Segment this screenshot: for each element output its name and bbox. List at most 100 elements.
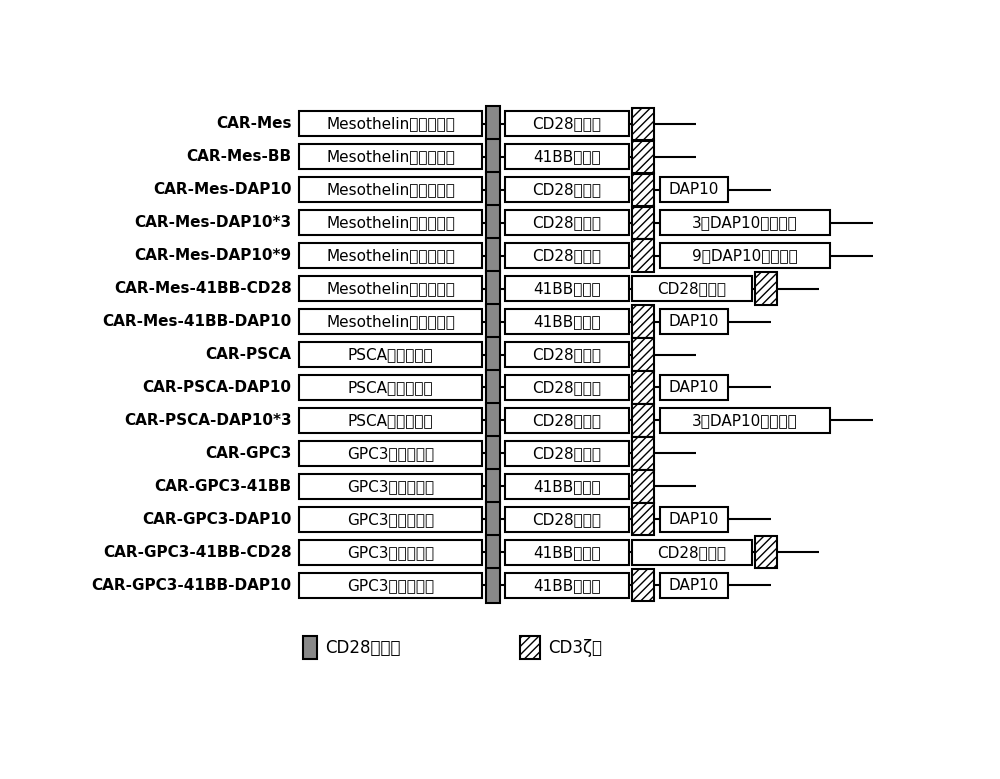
Bar [505,178,629,202]
Text: Mesothelin受体胞外段: Mesothelin受体胞外段 [326,116,455,132]
Text: PSCA受体胞外段: PSCA受体胞外段 [348,380,433,395]
Text: CD28胞内域: CD28胞内域 [532,512,601,527]
Bar [486,568,500,602]
Text: DAP10: DAP10 [669,380,719,395]
Text: CD28胞内域: CD28胞内域 [657,281,726,296]
Text: CAR-GPC3-DAP10: CAR-GPC3-DAP10 [142,512,292,527]
Bar [299,210,482,235]
Bar [660,210,830,235]
Bar [505,144,629,169]
Text: Mesothelin受体胞外段: Mesothelin受体胞外段 [326,182,455,197]
Bar [660,573,728,597]
Bar [486,107,500,141]
Text: 41BB胞内域: 41BB胞内域 [533,578,601,593]
Text: CAR-GPC3: CAR-GPC3 [205,446,292,461]
Bar [299,243,482,268]
Text: DAP10: DAP10 [669,182,719,197]
Bar [505,243,629,268]
Bar [486,238,500,273]
Bar [660,243,830,268]
Text: CAR-Mes-DAP10*9: CAR-Mes-DAP10*9 [134,249,292,263]
Bar [299,375,482,400]
Bar [632,569,654,601]
Bar [299,309,482,334]
Text: DAP10: DAP10 [669,314,719,329]
Bar [505,441,629,466]
Bar [632,372,654,404]
Bar [632,503,654,535]
Text: 41BB胞内域: 41BB胞内域 [533,545,601,560]
Bar [660,408,830,433]
Bar [632,206,654,239]
Bar [632,540,752,565]
Bar [299,507,482,531]
Text: CAR-PSCA-DAP10*3: CAR-PSCA-DAP10*3 [124,413,292,428]
Bar [486,172,500,207]
Bar [660,309,728,334]
Bar [299,540,482,565]
Bar [299,573,482,597]
Bar [505,342,629,367]
Bar [505,408,629,433]
Bar [486,305,500,339]
Bar [660,178,728,202]
Text: CD28胞内域: CD28胞内域 [532,380,601,395]
Text: PSCA受体胞外段: PSCA受体胞外段 [348,413,433,428]
Text: GPC3受体胞外段: GPC3受体胞外段 [347,479,434,494]
Text: CAR-GPC3-41BB-CD28: CAR-GPC3-41BB-CD28 [103,545,292,560]
Bar [632,239,654,272]
Bar [632,338,654,371]
Text: CAR-GPC3-41BB-DAP10: CAR-GPC3-41BB-DAP10 [92,578,292,593]
Text: GPC3受体胞外段: GPC3受体胞外段 [347,545,434,560]
Bar [660,507,728,531]
Text: Mesothelin受体胞外段: Mesothelin受体胞外段 [326,215,455,230]
Text: 41BB胞内域: 41BB胞内域 [533,314,601,329]
Text: CD28胞内域: CD28胞内域 [532,347,601,362]
Bar [505,210,629,235]
Bar [632,108,654,140]
Text: 41BB胞内域: 41BB胞内域 [533,479,601,494]
Bar [486,206,500,240]
Bar [299,111,482,136]
Bar [299,342,482,367]
Bar [299,474,482,499]
Text: CAR-PSCA-DAP10: CAR-PSCA-DAP10 [143,380,292,395]
Text: DAP10: DAP10 [669,512,719,527]
Bar [486,469,500,504]
Text: CAR-Mes: CAR-Mes [216,116,292,132]
Text: GPC3受体胞外段: GPC3受体胞外段 [347,512,434,527]
Text: CAR-Mes-41BB-DAP10: CAR-Mes-41BB-DAP10 [102,314,292,329]
Text: Mesothelin受体胞外段: Mesothelin受体胞外段 [326,314,455,329]
Text: CD28胞内域: CD28胞内域 [532,182,601,197]
Bar [486,139,500,174]
Text: CAR-GPC3-41BB: CAR-GPC3-41BB [154,479,292,494]
Text: CD28胞内域: CD28胞内域 [532,446,601,461]
Bar [299,178,482,202]
Text: 41BB胞内域: 41BB胞内域 [533,150,601,164]
Bar [632,305,654,338]
Bar [486,337,500,372]
Bar [303,636,317,660]
Text: CAR-PSCA: CAR-PSCA [206,347,292,362]
Bar [505,375,629,400]
Bar [486,535,500,569]
Bar [299,277,482,301]
Text: CAR-Mes-DAP10: CAR-Mes-DAP10 [153,182,292,197]
Bar [632,174,654,206]
Text: PSCA受体胞外段: PSCA受体胞外段 [348,347,433,362]
Bar [660,375,728,400]
Bar [486,370,500,405]
Text: CAR-Mes-41BB-CD28: CAR-Mes-41BB-CD28 [114,281,292,296]
Bar [505,309,629,334]
Text: Mesothelin受体胞外段: Mesothelin受体胞外段 [326,150,455,164]
Text: CAR-Mes-BB: CAR-Mes-BB [186,150,292,164]
Bar [486,403,500,438]
Bar [632,140,654,173]
Bar [505,507,629,531]
Text: CD28胞内域: CD28胞内域 [532,249,601,263]
Bar [505,111,629,136]
Bar [755,273,777,305]
Bar [299,408,482,433]
Bar [486,271,500,306]
Text: 3个DAP10串联序列: 3个DAP10串联序列 [692,215,798,230]
